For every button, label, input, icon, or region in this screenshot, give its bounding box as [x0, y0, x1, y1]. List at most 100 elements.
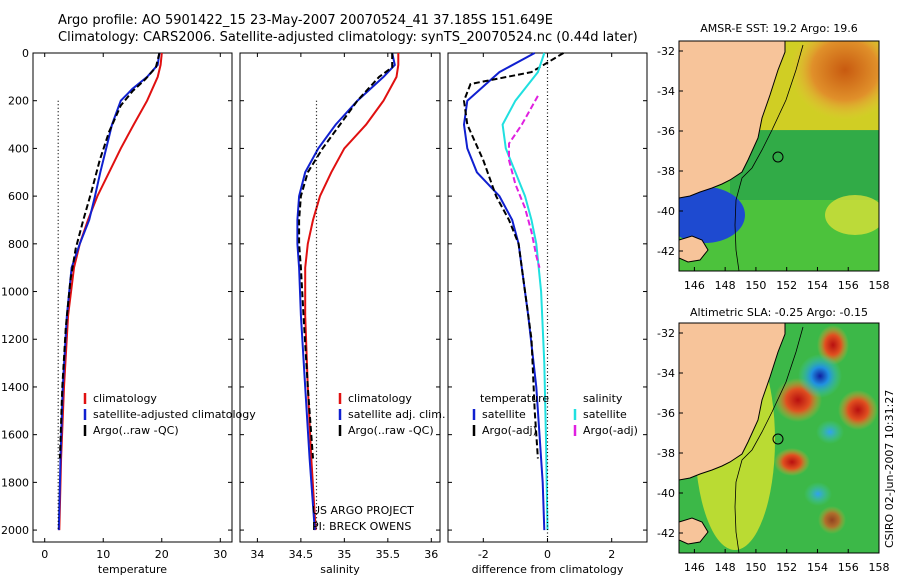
- sla_map-lat-tick-label: -38: [657, 447, 675, 460]
- temperature-x-tick-label: 30: [213, 548, 227, 561]
- sst-map-yellow-patch: [825, 195, 879, 235]
- temperature-series-climatology: [58, 52, 163, 531]
- sst_map-lat-tick-label: -32: [657, 45, 675, 58]
- depth-tick-label: 800: [8, 238, 29, 251]
- sla_map-lon-tick-label: 156: [838, 561, 859, 574]
- sst-map-land-south: [679, 235, 709, 263]
- sst_map-lon-tick-label: 158: [869, 279, 890, 292]
- sst-map: [679, 41, 879, 271]
- temp-legend-entry-label: climatology: [93, 392, 157, 405]
- difference-series-temperature-satellite: [462, 52, 546, 531]
- figure-title-line2: Climatology: CARS2006. Satellite-adjuste…: [58, 30, 638, 45]
- sla-map-eddy-blue: [798, 354, 842, 398]
- sla-map-eddy-orange: [818, 506, 846, 534]
- depth-tick-label: 200: [8, 95, 29, 108]
- difference-x-axis-label: difference from climatology: [472, 563, 624, 576]
- depth-tick-label: 2000: [1, 524, 29, 537]
- sst_map-lon-tick-label: 150: [745, 279, 766, 292]
- sst_map-lon-tick-label: 152: [776, 279, 797, 292]
- salinity-series-climatology: [304, 53, 400, 531]
- sst-map-axes: 146 148 150 152 154 156 158 -32 -34 -36 -38 -40 -42: [657, 45, 889, 292]
- salinity-x-tick-label: 34.5: [289, 548, 314, 561]
- sst-map-frame: [678, 40, 880, 272]
- sal-legend-entry-label: Argo(..raw -QC): [348, 424, 434, 437]
- salinity-x-tick-label: 35.5: [376, 548, 401, 561]
- depth-tick-label: 400: [8, 142, 29, 155]
- sal-legend-entry-label: climatology: [348, 392, 412, 405]
- temperature-series-argo-raw-qc-: [58, 52, 161, 459]
- difference-series-temperature-argo-adj-: [462, 52, 565, 459]
- salinity-x-tick-label: 36: [424, 548, 438, 561]
- sla_map-lon-tick-label: 158: [869, 561, 890, 574]
- sla-map-current-contour: [734, 326, 804, 553]
- difference-series-salinity-satellite: [501, 52, 549, 531]
- difference-panel: -2 0 2 difference from climatology temperatu…: [447, 52, 648, 576]
- depth-tick-label: 1200: [1, 333, 29, 346]
- sst-map-land: [679, 41, 786, 199]
- sla_map-lon-tick-label: 150: [745, 561, 766, 574]
- temperature-series-satellite-adjusted-climatology: [57, 52, 161, 531]
- difference-x-tick-label: 0: [544, 548, 551, 561]
- temp-legend-entry-label: Argo(..raw -QC): [93, 424, 179, 437]
- salinity-series-argo-raw-qc-: [298, 53, 394, 459]
- sla_map-lat-tick-label: -36: [657, 407, 675, 420]
- sla_map-lon-tick-label: 146: [684, 561, 705, 574]
- sla_map-lon-tick-label: 154: [807, 561, 828, 574]
- diff-legend-header-salinity: salinity: [583, 392, 623, 405]
- temperature-x-tick-label: 20: [155, 548, 169, 561]
- temperature-x-axis-label: temperature: [98, 563, 167, 576]
- temperature-x-tick-label: 0: [41, 548, 48, 561]
- difference-series-salinity-argo-adj-: [508, 95, 541, 268]
- temperature-axes-frame: [32, 52, 233, 543]
- sla-map-argo-marker: [772, 433, 784, 445]
- sla-map-eddy-red-3: [838, 390, 878, 430]
- sla_map-lon-tick-label: 148: [715, 561, 736, 574]
- sla-map: [679, 323, 879, 553]
- diff-legend-header-temperature: temperature: [480, 392, 549, 405]
- difference-x-tick-label: -2: [478, 548, 489, 561]
- sla_map-lat-tick-label: -34: [657, 367, 675, 380]
- sla-map-frame: [678, 322, 880, 554]
- sla-map-axes: 146 148 150 152 154 156 158 -32 -34 -36 -38 -40 -42: [657, 327, 889, 574]
- sla_map-lon-tick-label: 152: [776, 561, 797, 574]
- difference-axes-frame: [447, 52, 648, 543]
- diff-legend-sal-satellite-label: satellite: [583, 408, 627, 421]
- depth-tick-label: 0: [22, 47, 29, 60]
- project-annotation: US ARGO PROJECT: [312, 504, 414, 517]
- sla-map-land: [679, 323, 786, 481]
- difference-x-tick-label: 2: [608, 548, 615, 561]
- salinity-x-axis-label: salinity: [320, 563, 360, 576]
- sla-map-land-south: [679, 517, 709, 545]
- sla-map-eddy-cyan-1: [816, 420, 844, 444]
- sla-map-title: Altimetric SLA: -0.25 Argo: -0.15: [690, 306, 868, 319]
- sst-map-argo-marker: [772, 151, 784, 163]
- salinity-x-tick-label: 34: [250, 548, 264, 561]
- sla_map-lat-tick-label: -40: [657, 487, 675, 500]
- diff-legend-temp-satellite-label: satellite: [482, 408, 526, 421]
- sst_map-lon-tick-label: 156: [838, 279, 859, 292]
- salinity-series-satellite-adj-clim-: [296, 52, 396, 531]
- diff-legend-temp-argo-label: Argo(-adj): [482, 424, 537, 437]
- figure-title-line1: Argo profile: AO 5901422_15 23-May-2007 …: [58, 13, 553, 28]
- sst_map-lat-tick-label: -36: [657, 125, 675, 138]
- side-timestamp: CSIRO 02-Jun-2007 10:31:27: [883, 390, 896, 548]
- sst_map-lon-tick-label: 154: [807, 279, 828, 292]
- temp-legend-entry-label: satellite-adjusted climatology: [93, 408, 256, 421]
- sla_map-lat-tick-label: -42: [657, 527, 675, 540]
- sst-map-title: AMSR-E SST: 19.2 Argo: 19.6: [700, 22, 858, 35]
- depth-tick-label: 600: [8, 190, 29, 203]
- sal-legend-entry-label: satellite adj. clim.: [348, 408, 445, 421]
- diff-legend-sal-argo-label: Argo(-adj): [583, 424, 638, 437]
- depth-tick-label: 1000: [1, 286, 29, 299]
- sst_map-lon-tick-label: 148: [715, 279, 736, 292]
- sla_map-lat-tick-label: -32: [657, 327, 675, 340]
- depth-tick-label: 1800: [1, 476, 29, 489]
- sst-map-warm-core: [790, 41, 879, 120]
- sst-map-blue-shelf: [679, 187, 745, 243]
- salinity-panel: 34 34.5 35 35.5 36 salinity climatology satelli…: [239, 52, 445, 576]
- salinity-axes-frame: [239, 52, 441, 543]
- pi-annotation: PI: BRECK OWENS: [312, 520, 411, 533]
- depth-tick-label: 1600: [1, 429, 29, 442]
- temperature-panel: 0 10 20 30 temperature 0 200 400 600 800 1000 1200 1…: [1, 47, 256, 576]
- sst_map-lat-tick-label: -38: [657, 165, 675, 178]
